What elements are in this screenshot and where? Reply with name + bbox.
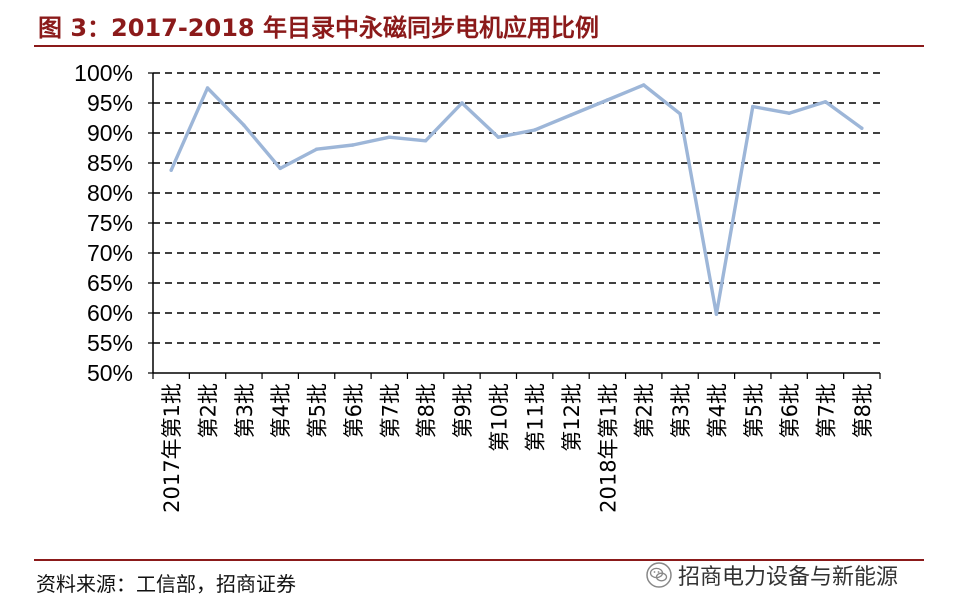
x-tick-label: 第7批 [814,383,838,438]
chart-title: 图 3：2017-2018 年目录中永磁同步电机应用比例 [38,14,599,42]
data-point [242,123,246,127]
data-point [642,83,646,87]
x-tick-label: 第8批 [415,383,439,438]
x-tick-label: 第4批 [705,383,729,438]
x-tick-label: 2017年第1批 [160,383,184,513]
data-point [314,147,319,151]
y-tick-label: 90% [87,120,133,146]
y-tick-label: 50% [87,360,133,386]
data-point [460,101,464,105]
series-line [169,83,864,316]
watermark-label: 招商电力设备与新能源 [678,565,899,590]
watermark: 招商电力设备与新能源 [646,560,898,590]
y-tick-label: 85% [87,150,133,176]
x-tick-label: 第9批 [451,383,475,438]
x-tick-label: 第12批 [560,383,584,452]
x-tick-label: 第7批 [378,383,402,438]
data-point [714,312,719,316]
x-tick-label: 2018年第1批 [596,383,620,513]
data-point [751,104,755,109]
x-tick-label: 第3批 [233,383,257,438]
y-tick-label: 95% [87,90,133,116]
data-point [387,135,391,139]
data-point [823,100,828,104]
x-tick-label: 第6批 [778,383,802,438]
data-point [423,139,428,143]
y-tick-label: 70% [87,240,133,266]
source-note: 资料来源：工信部，招商证券 [36,572,296,596]
x-tick-label: 第5批 [742,383,766,438]
data-point [860,126,864,130]
x-tick-label: 第4批 [269,383,293,438]
y-tick-label: 55% [87,330,133,356]
footer-divider [34,559,924,561]
series-group [169,83,864,316]
data-point [787,111,791,115]
y-tick-label: 80% [87,180,133,206]
x-tick-label: 第3批 [669,383,693,438]
data-point [605,98,610,102]
y-tick-label: 100% [74,60,133,86]
data-point [496,135,501,139]
data-point [278,166,282,171]
x-axis: 2017年第1批 第2批 第3批 第4批 第5批 第6批 第7批 第8批 第9批 第10批 第11批… [152,372,881,513]
x-tick-label: 第2批 [197,383,221,438]
y-tick-label: 65% [87,270,133,296]
x-tick-label: 第5批 [306,383,330,438]
y-tick-label: 75% [87,210,133,236]
y-tick-label: 60% [87,300,133,326]
x-tick-label: 第11批 [524,383,548,452]
x-tick-label: 第10批 [487,383,511,452]
y-axis: 100% 95% 90% 85% 80% 75% 70% 65% 60% 55% 50% [74,60,154,386]
grid-lines [153,72,880,344]
data-point [205,86,210,90]
wechat-icon [646,562,672,588]
data-point [351,143,355,147]
x-tick-label: 第2批 [633,383,657,438]
data-point [169,168,173,172]
data-point [532,128,537,132]
x-tick-label: 第8批 [851,383,875,438]
line-chart: 100% 95% 90% 85% 80% 75% 70% 65% 60% 55% 50% 2017年… [74,60,881,513]
x-tick-label: 第6批 [342,383,366,438]
data-point [678,112,682,116]
data-point [569,113,573,117]
title-divider [34,45,924,47]
